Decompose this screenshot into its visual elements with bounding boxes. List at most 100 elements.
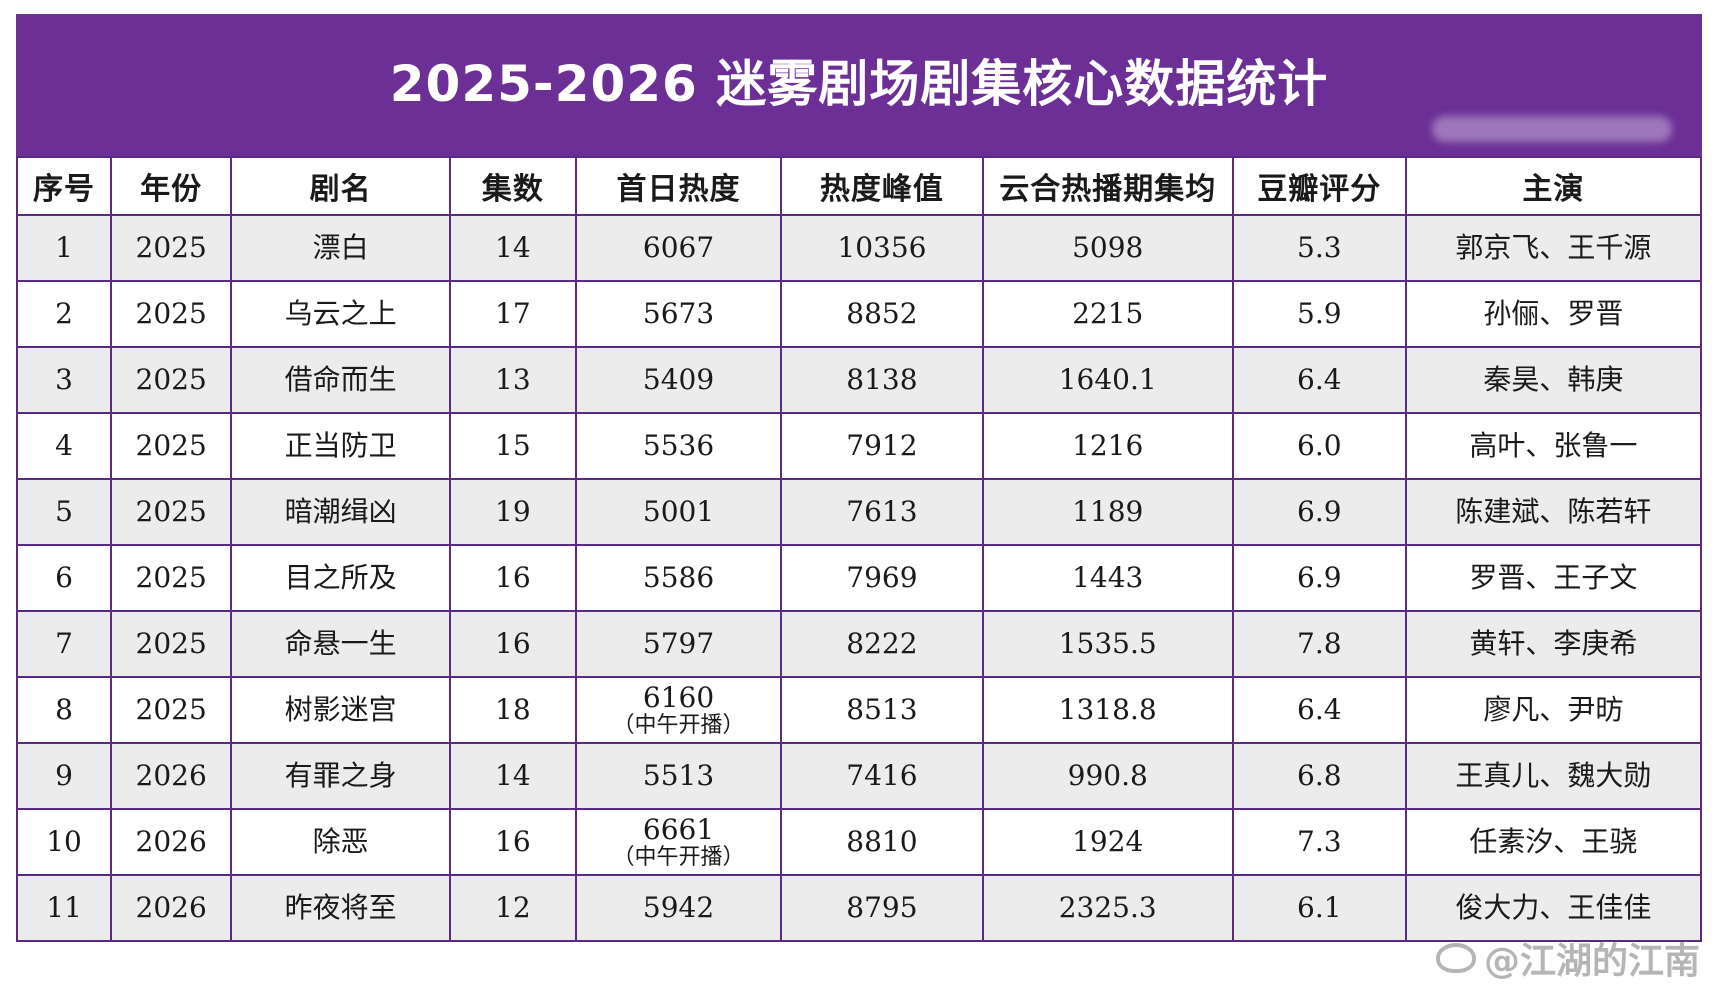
cell-year: 2026 [110, 808, 233, 876]
cell-peak: 10356 [780, 214, 984, 282]
cell-cast: 郭京飞、王千源 [1404, 214, 1703, 282]
cell-episodes: 15 [449, 412, 577, 480]
header-no: 序号 [15, 156, 113, 216]
cell-name: 暗潮缉凶 [230, 478, 451, 546]
cell-no: 8 [15, 676, 113, 744]
cell-year: 2025 [110, 676, 233, 744]
cell-yunhe: 1216 [981, 412, 1234, 480]
cell-first-day: 5536 [574, 412, 783, 480]
cell-cast: 罗晋、王子文 [1404, 544, 1703, 612]
cell-yunhe: 1443 [981, 544, 1234, 612]
cell-name: 命悬一生 [230, 610, 451, 678]
cell-peak: 8810 [780, 808, 984, 876]
cell-cast: 任素汐、王骁 [1404, 808, 1703, 876]
cell-episodes: 14 [449, 214, 577, 282]
first-day-value: 5001 [642, 495, 715, 529]
cell-no: 3 [15, 346, 113, 414]
cell-first-day: 5797 [574, 610, 783, 678]
cell-episodes: 13 [449, 346, 577, 414]
cell-episodes: 17 [449, 280, 577, 348]
cell-peak: 7969 [780, 544, 984, 612]
cell-douban: 6.9 [1231, 478, 1407, 546]
cell-no: 1 [15, 214, 113, 282]
header-cast: 主演 [1404, 156, 1703, 216]
table-row: 7 2025 命悬一生 16 5797 8222 1535.5 7.8 黄轩、李庚希 [15, 610, 1703, 678]
cell-douban: 6.9 [1231, 544, 1407, 612]
watermark: @江湖的江南 [1435, 932, 1700, 984]
header-douban: 豆瓣评分 [1231, 156, 1407, 216]
cell-yunhe: 1535.5 [981, 610, 1234, 678]
table-row: 2 2025 乌云之上 17 5673 8852 2215 5.9 孙俪、罗晋 [15, 280, 1703, 348]
cell-episodes: 16 [449, 808, 577, 876]
cell-first-day: 5001 [574, 478, 783, 546]
cell-name: 借命而生 [230, 346, 451, 414]
cell-no: 5 [15, 478, 113, 546]
cell-douban: 5.3 [1231, 214, 1407, 282]
header-name: 剧名 [230, 156, 451, 216]
cell-no: 10 [15, 808, 113, 876]
cell-yunhe: 1189 [981, 478, 1234, 546]
table-row: 3 2025 借命而生 13 5409 8138 1640.1 6.4 秦昊、韩庚 [15, 346, 1703, 414]
cell-yunhe: 5098 [981, 214, 1234, 282]
cell-cast: 俊大力、王佳佳 [1404, 874, 1703, 942]
cell-episodes: 18 [449, 676, 577, 744]
table-row: 8 2025 树影迷宫 18 6160 （中午开播） 8513 1318.8 6.4 廖凡、尹昉 [15, 676, 1703, 744]
cell-cast: 陈建斌、陈若轩 [1404, 478, 1703, 546]
first-day-value: 6067 [642, 231, 715, 265]
first-day-value: 5536 [642, 429, 715, 463]
first-day-note: （中午开播） [612, 713, 745, 739]
cell-cast: 秦昊、韩庚 [1404, 346, 1703, 414]
cell-no: 6 [15, 544, 113, 612]
table-row: 10 2026 除恶 16 6661 （中午开播） 8810 1924 7.3 任素汐、王骁 [15, 808, 1703, 876]
cell-peak: 8795 [780, 874, 984, 942]
weibo-icon [1435, 943, 1476, 973]
cell-year: 2025 [110, 412, 233, 480]
cell-yunhe: 1640.1 [981, 346, 1234, 414]
cell-first-day: 6661 （中午开播） [574, 808, 783, 876]
cell-no: 2 [15, 280, 113, 348]
title-banner: 2025-2026 迷雾剧场剧集核心数据统计 [16, 14, 1702, 156]
cell-name: 目之所及 [230, 544, 451, 612]
cell-yunhe: 2215 [981, 280, 1234, 348]
first-day-value: 5513 [642, 759, 715, 793]
cell-episodes: 14 [449, 742, 577, 810]
table-row: 1 2025 漂白 14 6067 10356 5098 5.3 郭京飞、王千源 [15, 214, 1703, 282]
cell-douban: 6.4 [1231, 346, 1407, 414]
cell-peak: 7912 [780, 412, 984, 480]
cell-episodes: 12 [449, 874, 577, 942]
cell-name: 有罪之身 [230, 742, 451, 810]
first-day-value: 6661 [642, 812, 715, 846]
page-title: 2025-2026 迷雾剧场剧集核心数据统计 [389, 55, 1329, 113]
cell-year: 2025 [110, 214, 233, 282]
cell-name: 漂白 [230, 214, 451, 282]
cell-cast: 王真儿、魏大勋 [1404, 742, 1703, 810]
cell-year: 2026 [110, 742, 233, 810]
cell-cast: 黄轩、李庚希 [1404, 610, 1703, 678]
cell-douban: 6.0 [1231, 412, 1407, 480]
watermark-text: @江湖的江南 [1483, 941, 1700, 982]
cell-douban: 6.1 [1231, 874, 1407, 942]
cell-first-day: 5586 [574, 544, 783, 612]
cell-cast: 孙俪、罗晋 [1404, 280, 1703, 348]
cell-yunhe: 1924 [981, 808, 1234, 876]
cell-peak: 8222 [780, 610, 984, 678]
header-first-day: 首日热度 [574, 156, 783, 216]
first-day-note: （中午开播） [612, 845, 745, 871]
header-episodes: 集数 [449, 156, 577, 216]
cell-peak: 8138 [780, 346, 984, 414]
table-row: 9 2026 有罪之身 14 5513 7416 990.8 6.8 王真儿、魏大勋 [15, 742, 1703, 810]
cell-yunhe: 990.8 [981, 742, 1234, 810]
cell-cast: 廖凡、尹昉 [1404, 676, 1703, 744]
blurred-mark [1432, 116, 1672, 142]
cell-name: 昨夜将至 [230, 874, 451, 942]
cell-douban: 6.4 [1231, 676, 1407, 744]
cell-yunhe: 2325.3 [981, 874, 1234, 942]
header-peak: 热度峰值 [780, 156, 984, 216]
cell-episodes: 16 [449, 610, 577, 678]
first-day-value: 5409 [642, 363, 715, 397]
cell-episodes: 16 [449, 544, 577, 612]
cell-no: 9 [15, 742, 113, 810]
table-row: 6 2025 目之所及 16 5586 7969 1443 6.9 罗晋、王子文 [15, 544, 1703, 612]
cell-cast: 高叶、张鲁一 [1404, 412, 1703, 480]
